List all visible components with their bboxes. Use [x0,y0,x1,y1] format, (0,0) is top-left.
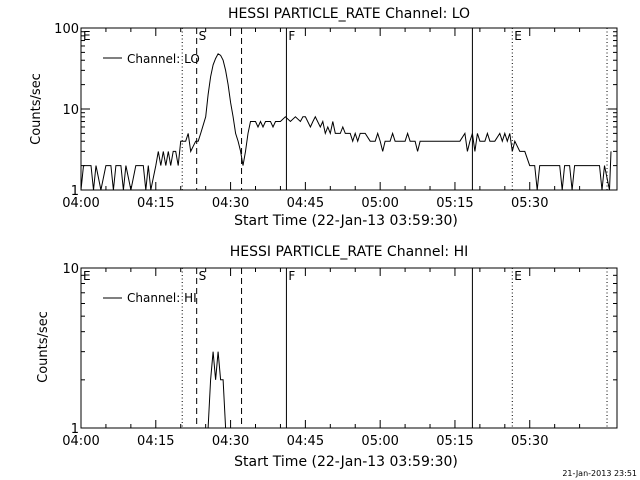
series-line [80,53,612,191]
x-tick-label: 04:15 [137,196,174,211]
x-tick-label: 04:15 [137,434,174,449]
y-tick-label: 10 [62,103,79,118]
series-line [207,351,227,429]
panel-hi-channel: HESSI PARTICLE_RATE Channel: HI Start Ti… [36,244,618,470]
event-marker-label: F [288,269,295,283]
y-tick-label: 1 [71,422,79,437]
event-marker-label: E [514,29,522,43]
event-marker-label: E [514,269,522,283]
y-axis-label: Counts/sec [29,73,44,145]
x-axis-label: Start Time (22-Jan-13 03:59:30) [234,454,458,470]
x-axis-label: Start Time (22-Jan-13 03:59:30) [234,213,458,229]
x-tick-label: 05:15 [436,434,473,449]
legend-label: Channel: HI [127,291,197,305]
chart-title: HESSI PARTICLE_RATE Channel: LO [228,6,470,22]
event-marker-label: S [199,29,207,43]
x-tick-label: 05:15 [436,196,473,211]
panel-lo-channel: HESSI PARTICLE_RATE Channel: LO Start Ti… [29,6,618,229]
x-tick-label: 04:45 [287,434,324,449]
y-axis-label: Counts/sec [36,311,51,383]
legend-label: Channel: LO [127,52,200,66]
x-tick-label: 05:30 [511,196,548,211]
x-tick-label: 05:00 [361,196,398,211]
x-tick-label: 04:00 [62,434,99,449]
chart-title: HESSI PARTICLE_RATE Channel: HI [230,244,468,260]
x-tick-label: 04:00 [62,196,99,211]
x-tick-label: 05:00 [361,434,398,449]
plot-frame [80,267,618,429]
x-tick-label: 04:30 [212,196,249,211]
x-tick-label: 05:30 [511,434,548,449]
timestamp-stamp: 21-Jan-2013 23:51 [562,469,637,478]
y-tick-label: 1 [71,184,79,199]
event-marker-label: F [288,29,295,43]
y-tick-label: 100 [54,22,79,37]
x-tick-label: 04:45 [287,196,324,211]
event-marker-label: E [83,269,91,283]
event-marker-label: S [199,269,207,283]
y-tick-label: 10 [62,262,79,277]
x-tick-label: 04:30 [212,434,249,449]
event-marker-label: E [83,29,91,43]
